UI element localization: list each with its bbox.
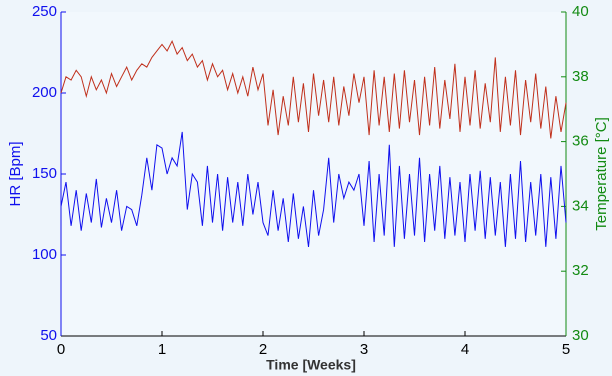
x-axis-label: Time [Weeks]	[266, 357, 356, 373]
y2-tick-label: 38	[572, 68, 589, 85]
y2-axis-label: Temperature [°C]	[593, 117, 610, 231]
y2-tick-label: 36	[572, 133, 589, 150]
y2-tick-label: 34	[572, 197, 589, 214]
y2-tick-label: 30	[572, 327, 589, 344]
y2-tick-label: 40	[572, 3, 589, 20]
x-tick-label: 5	[562, 341, 570, 358]
y-tick-label: 150	[32, 165, 57, 182]
x-tick-label: 4	[461, 341, 469, 358]
x-tick-label: 3	[360, 341, 368, 358]
y-tick-label: 50	[40, 327, 57, 344]
y2-tick-label: 32	[572, 262, 589, 279]
y-tick-label: 100	[32, 246, 57, 263]
line-series	[60, 131, 567, 247]
x-tick-label: 2	[259, 341, 267, 358]
x-tick-label: 0	[57, 341, 65, 358]
plot-area	[61, 12, 566, 336]
x-tick-label: 1	[158, 341, 166, 358]
y-tick-label: 250	[32, 3, 57, 20]
y-axis-label: HR [Bpm]	[7, 141, 24, 206]
y-tick-label: 200	[32, 84, 57, 101]
line-series	[60, 39, 567, 139]
